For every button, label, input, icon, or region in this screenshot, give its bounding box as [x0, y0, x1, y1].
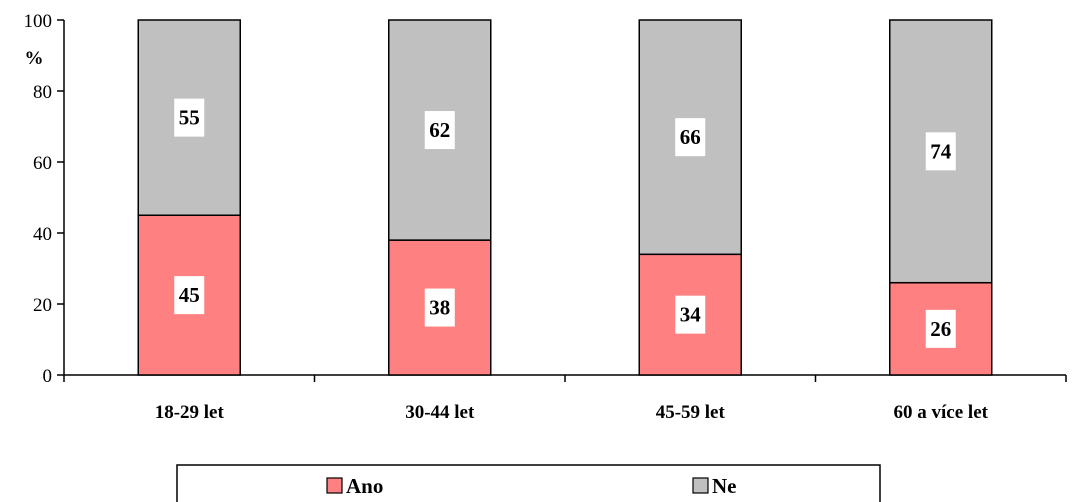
legend-box	[176, 464, 881, 502]
data-label-box	[675, 118, 706, 157]
data-label: 62	[429, 118, 450, 142]
y-tick-label: 80	[33, 82, 52, 103]
data-label: 66	[680, 125, 701, 149]
data-label: 55	[179, 106, 200, 130]
x-category-label: 30-44 let	[405, 402, 475, 423]
y-tick-label: 20	[33, 295, 52, 316]
x-category-label: 60 a více let	[894, 402, 989, 423]
y-tick-label: 60	[33, 153, 52, 174]
data-label-box	[925, 309, 956, 348]
legend-label-ano: Ano	[346, 474, 383, 498]
data-label-box	[675, 295, 706, 334]
data-label-box	[424, 111, 455, 150]
y-tick-label: 0	[43, 366, 53, 387]
data-label-box	[174, 276, 205, 315]
y-axis-label: %	[25, 48, 44, 69]
legend-swatch-ne	[692, 477, 709, 494]
data-label: 45	[179, 283, 200, 307]
data-label: 34	[680, 303, 702, 327]
x-category-label: 45-59 let	[656, 402, 726, 423]
data-label: 26	[930, 317, 951, 341]
data-label-box	[174, 98, 205, 137]
data-label: 38	[429, 296, 450, 320]
data-label-box	[424, 288, 455, 327]
legend-swatch-ano	[326, 477, 343, 494]
y-tick-label: 100	[24, 11, 53, 32]
legend-label-ne: Ne	[712, 474, 737, 498]
x-category-label: 18-29 let	[155, 402, 225, 423]
data-label-box	[925, 132, 956, 171]
y-tick-label: 40	[33, 224, 52, 245]
plot-area: 0 20 40 60 80 100 45 55 18-29 let 38 62 30-44 let 34…	[24, 11, 1067, 423]
data-label: 74	[930, 139, 952, 163]
legend: Ano Ne	[176, 464, 881, 502]
